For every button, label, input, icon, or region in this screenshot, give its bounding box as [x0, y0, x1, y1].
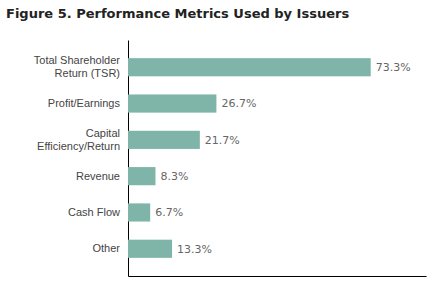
bar [128, 167, 155, 185]
data-label: 13.3% [177, 243, 212, 256]
bar [128, 58, 371, 76]
data-label: 8.3% [160, 170, 188, 183]
plot: Other Cash Flow Revenue CapitalEfficiency/R… [34, 41, 427, 277]
y-tick-label-line: Revenue [76, 170, 120, 182]
y-tick: Other [92, 242, 128, 254]
bar [128, 203, 150, 221]
y-tick: Total ShareholderReturn (TSR) [34, 54, 128, 79]
y-tick-label: Profit/Earnings [48, 97, 121, 109]
chart: Figure 5. Performance Metrics Used by Is… [0, 0, 448, 290]
bar [128, 94, 216, 112]
data-label: 6.7% [155, 206, 183, 219]
y-tick-label: CapitalEfficiency/Return [37, 127, 120, 152]
y-tick: Profit/Earnings [48, 97, 128, 109]
y-tick-label-line: Other [92, 242, 120, 254]
y-axis: Other Cash Flow Revenue CapitalEfficiency/R… [34, 41, 129, 277]
x-axis-line [129, 276, 427, 277]
y-tick-label-line: Cash Flow [68, 206, 120, 218]
y-tick-label: Cash Flow [68, 206, 120, 218]
y-tick: Revenue [76, 170, 128, 182]
data-label: 26.7% [221, 97, 256, 110]
bar [128, 131, 200, 149]
x-axis [129, 276, 427, 277]
y-tick: CapitalEfficiency/Return [37, 127, 128, 152]
y-tick-label: Total ShareholderReturn (TSR) [34, 54, 121, 79]
y-tick-label-line: Capital [86, 127, 120, 139]
y-tick-label: Other [92, 242, 120, 254]
data-label: 73.3% [376, 61, 411, 74]
title: Figure 5. Performance Metrics Used by Is… [6, 6, 349, 21]
data-label: 21.7% [205, 134, 240, 147]
y-tick: Cash Flow [68, 206, 128, 218]
bars [128, 58, 371, 258]
y-tick-label: Revenue [76, 170, 120, 182]
y-tick-label-line: Total Shareholder [34, 54, 121, 66]
y-tick-label-line: Efficiency/Return [37, 140, 120, 152]
y-tick-label-line: Profit/Earnings [48, 97, 121, 109]
data-labels: 13.3% 6.7% 8.3% 21.7% 26.7% 73.3% [155, 61, 410, 256]
y-tick-label-line: Return (TSR) [55, 67, 120, 79]
bar [128, 240, 172, 258]
